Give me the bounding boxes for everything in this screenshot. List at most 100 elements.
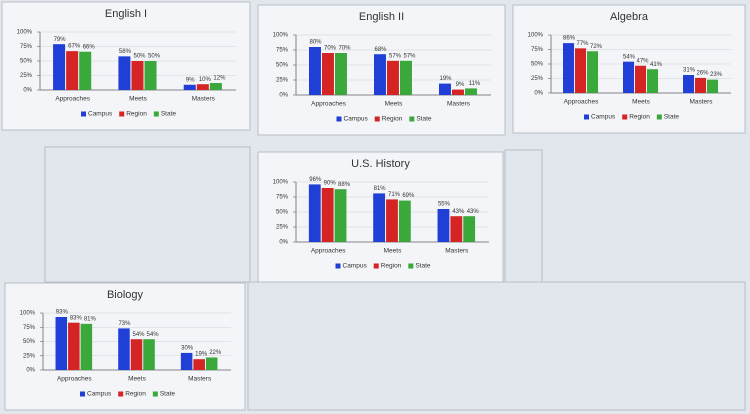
x-tick-label: Approaches [57, 376, 92, 383]
y-tick-label: 100% [17, 30, 33, 36]
bar [183, 84, 196, 90]
legend-swatch [335, 263, 341, 269]
y-tick-label: 25% [20, 73, 33, 79]
bar [118, 328, 130, 370]
value-label: 23% [710, 72, 723, 78]
bar [647, 69, 659, 93]
y-tick-label: 75% [23, 325, 36, 331]
chart-title: Algebra [610, 11, 649, 23]
empty-panel [44, 146, 251, 283]
y-tick-label: 100% [273, 33, 289, 39]
y-tick-label: 100% [273, 180, 289, 186]
x-tick-label: Approaches [55, 96, 90, 103]
bar [131, 61, 144, 90]
value-label: 19% [439, 76, 452, 82]
bar [205, 357, 218, 370]
bar [563, 43, 575, 93]
value-label: 41% [650, 62, 663, 68]
value-label: 54% [147, 332, 160, 338]
legend-label: Region [126, 111, 147, 118]
value-label: 9% [456, 82, 465, 88]
y-tick-label: 75% [276, 195, 289, 201]
bar [452, 89, 464, 95]
bar [118, 56, 131, 90]
bar [683, 75, 695, 93]
value-label: 69% [402, 193, 415, 199]
y-tick-label: 50% [23, 339, 36, 345]
x-tick-label: Meets [128, 376, 146, 383]
value-label: 47% [636, 58, 649, 64]
chart-title: English II [359, 11, 404, 23]
legend-swatch [119, 111, 125, 117]
legend-swatch [622, 114, 628, 120]
bar [635, 65, 647, 93]
y-tick-label: 25% [276, 78, 289, 84]
x-tick-label: Meets [129, 96, 147, 103]
y-tick-label: 0% [26, 368, 35, 374]
value-label: 43% [452, 209, 465, 215]
bar [308, 184, 321, 242]
value-label: 77% [576, 41, 589, 47]
y-tick-label: 0% [534, 91, 543, 97]
x-tick-label: Meets [632, 99, 650, 106]
value-label: 72% [590, 44, 603, 50]
value-label: 66% [83, 44, 96, 50]
value-label: 68% [374, 47, 387, 53]
bar [465, 88, 477, 95]
legend-swatch [656, 114, 662, 120]
bar [398, 200, 411, 242]
bar [400, 60, 412, 95]
chart-title: Biology [107, 289, 144, 301]
value-label: 71% [388, 192, 401, 198]
value-label: 58% [119, 49, 132, 55]
x-tick-label: Meets [385, 101, 403, 108]
legend-label: Campus [591, 114, 616, 121]
bar [309, 47, 321, 95]
legend-swatch [81, 111, 86, 117]
bar [180, 352, 193, 370]
y-tick-label: 0% [279, 240, 288, 246]
legend-label: Campus [343, 263, 368, 270]
bar [373, 193, 386, 242]
value-label: 57% [389, 53, 402, 59]
value-label: 10% [199, 77, 212, 83]
bar [144, 61, 157, 90]
value-label: 43% [467, 209, 480, 215]
value-label: 50% [133, 54, 146, 60]
bar [53, 44, 66, 90]
legend-label: Region [629, 114, 650, 121]
y-tick-label: 50% [531, 62, 544, 68]
y-tick-label: 50% [276, 210, 289, 216]
value-label: 54% [132, 332, 145, 338]
bar [695, 77, 707, 93]
value-label: 96% [309, 177, 322, 183]
bar [463, 216, 476, 242]
value-label: 81% [374, 186, 387, 192]
y-tick-label: 75% [531, 47, 544, 53]
value-label: 90% [324, 181, 337, 187]
bar [374, 54, 386, 95]
x-tick-label: Meets [384, 248, 402, 255]
bar [209, 83, 222, 90]
value-label: 19% [195, 352, 208, 358]
legend-swatch [153, 111, 159, 117]
y-tick-label: 75% [276, 48, 289, 54]
legend-swatch [152, 391, 158, 397]
y-tick-label: 25% [23, 353, 36, 359]
legend-swatch [584, 114, 589, 120]
legend-swatch [409, 116, 415, 122]
legend-label: Region [382, 116, 403, 123]
bar [439, 83, 451, 95]
y-tick-label: 0% [279, 93, 288, 99]
bar [587, 51, 599, 93]
legend-swatch [336, 116, 342, 122]
y-tick-label: 0% [23, 88, 32, 94]
value-label: 30% [181, 345, 194, 351]
bar [334, 189, 347, 242]
x-tick-label: Approaches [564, 99, 599, 106]
bar [386, 199, 398, 242]
value-label: 83% [70, 315, 83, 321]
bar [321, 188, 334, 242]
